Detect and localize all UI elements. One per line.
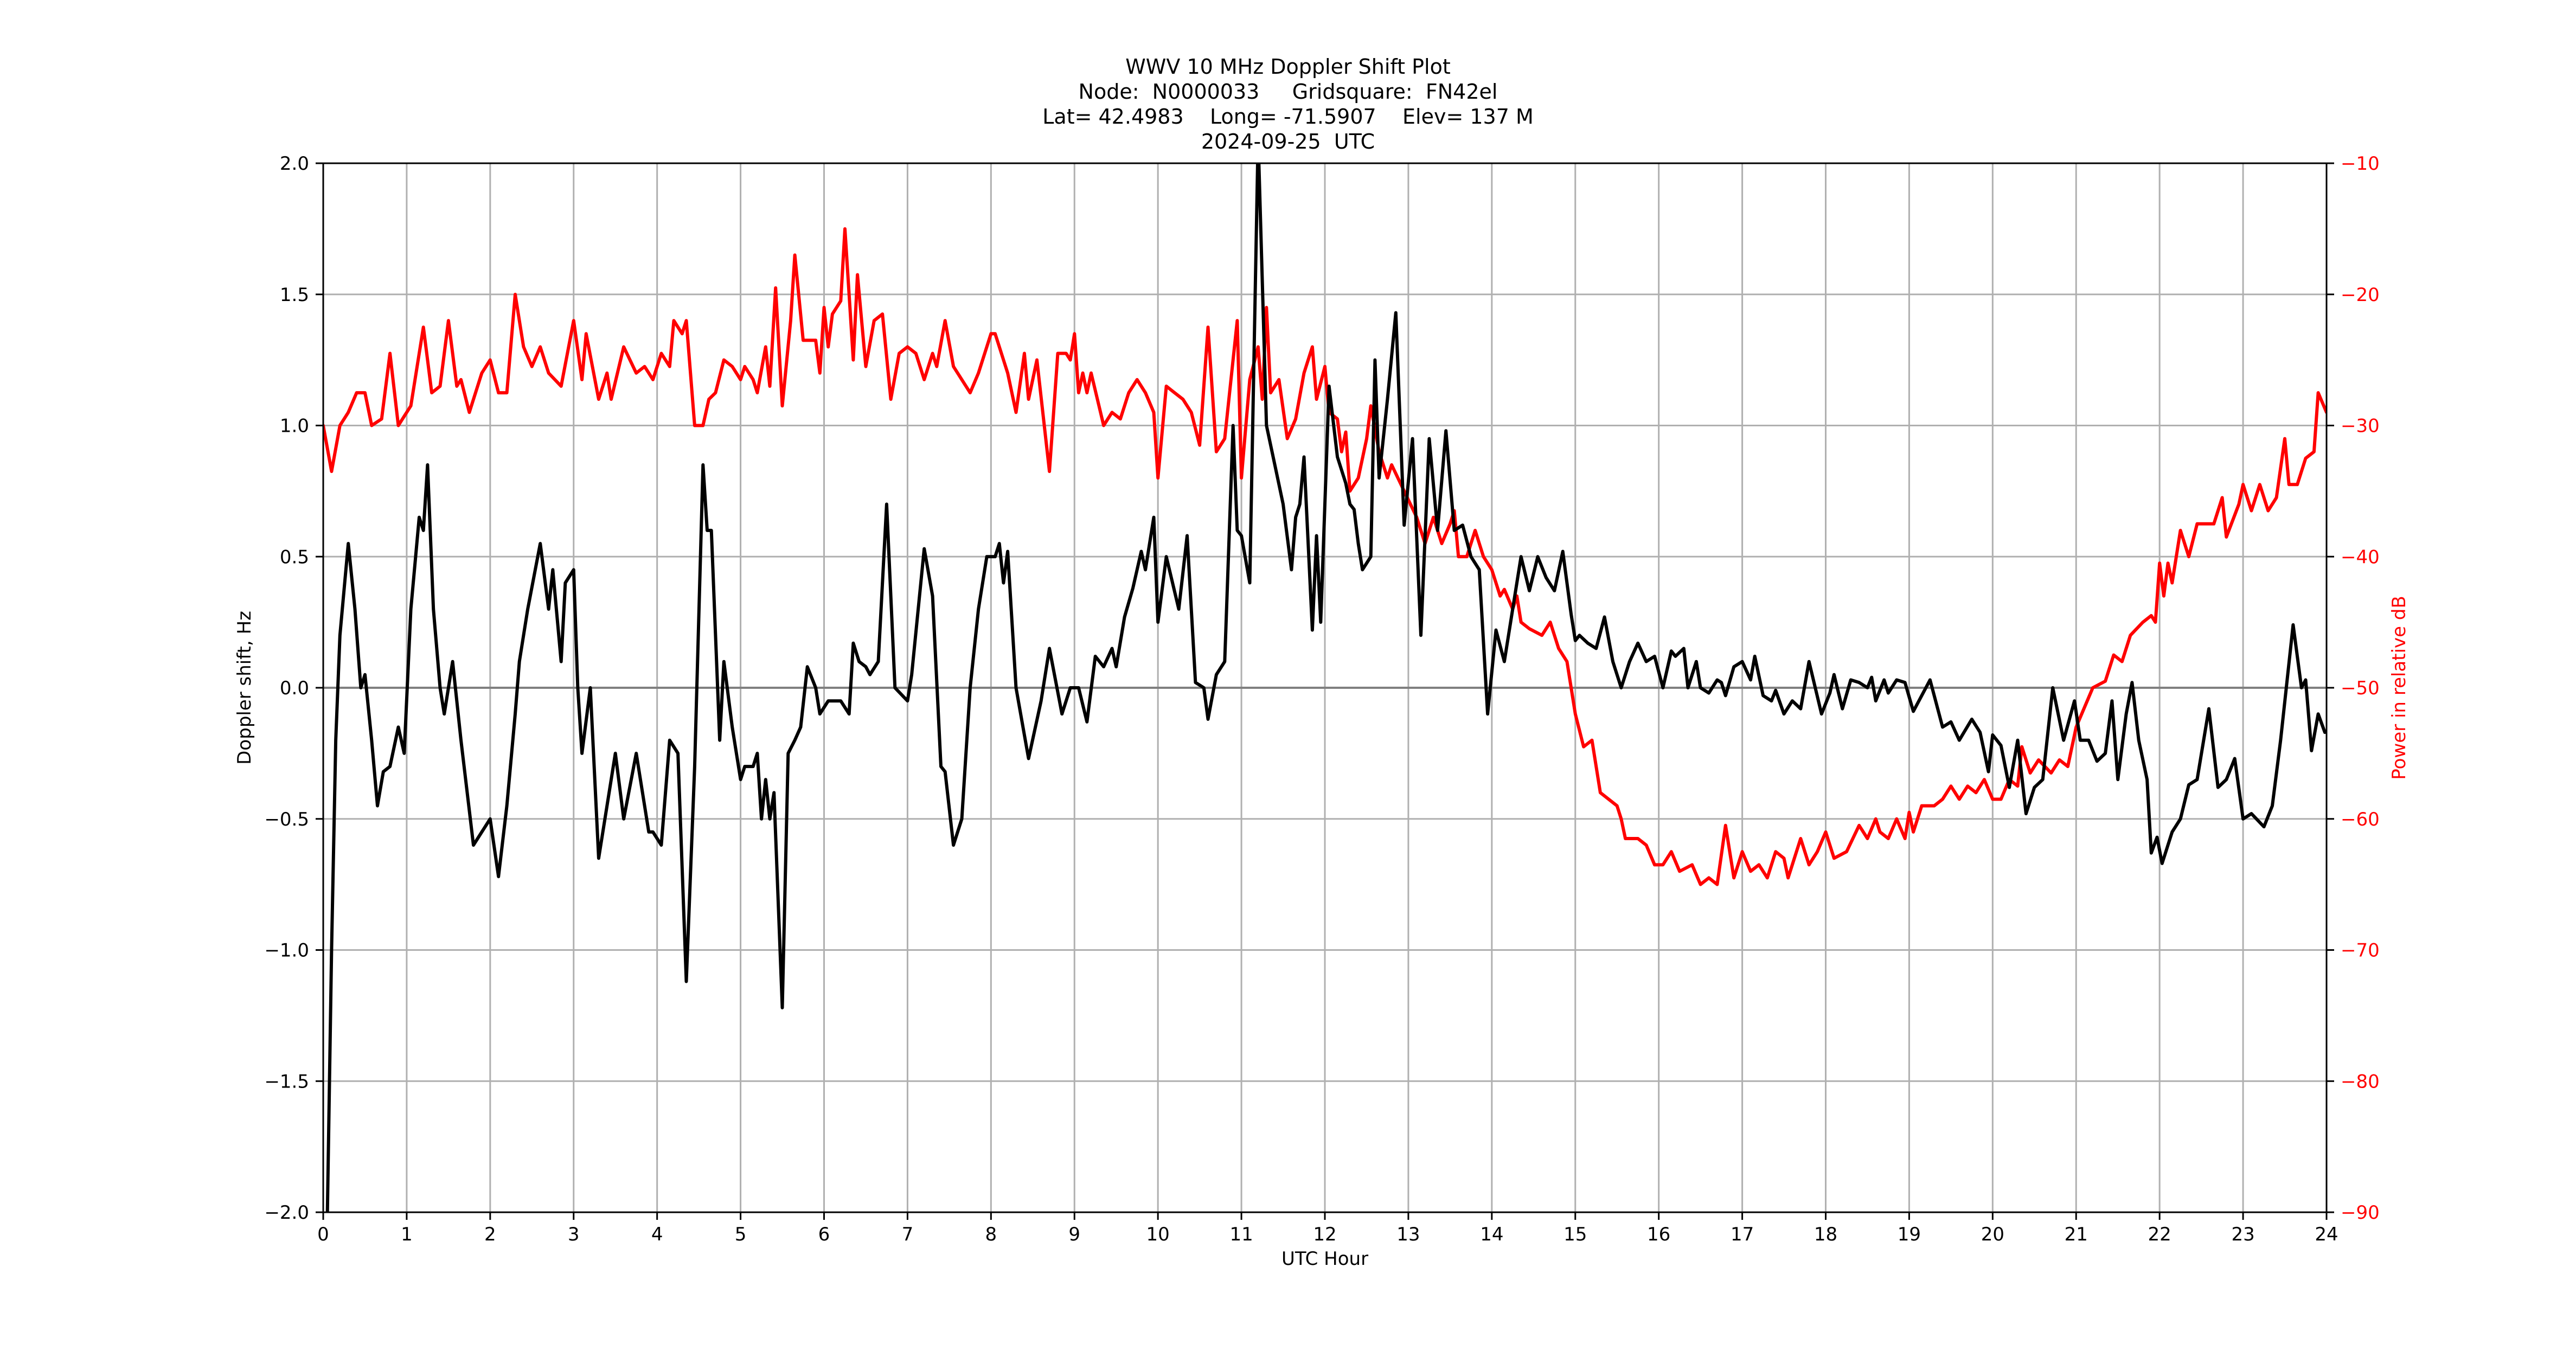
x-tick-label: 16 — [1647, 1224, 1670, 1245]
x-tick-label: 19 — [1898, 1224, 1921, 1245]
x-tick-label: 2 — [484, 1224, 496, 1245]
x-tick-label: 10 — [1146, 1224, 1170, 1245]
doppler-line — [325, 163, 2327, 1212]
y-tick-label-right: −60 — [2341, 809, 2380, 830]
x-tick-label: 1 — [401, 1224, 413, 1245]
y-tick-label-left: 0.5 — [280, 546, 309, 568]
tick-labels: 0 1 2 3 4 5 6 7 8 9 10 11 12 13 14 15 16 17 18 19 20 21 22 23 24… — [264, 153, 2379, 1245]
chart-subtitle-node: Node: N0000033 Gridsquare: FN42el — [1078, 80, 1498, 104]
x-tick-label: 0 — [317, 1224, 329, 1245]
x-tick-label: 8 — [985, 1224, 997, 1245]
y-tick-label-left: 1.5 — [280, 284, 309, 306]
x-axis-label: UTC Hour — [1281, 1248, 1368, 1270]
x-tick-label: 23 — [2231, 1224, 2254, 1245]
y-tick-label-right: −50 — [2341, 677, 2380, 699]
y-tick-label-left: 2.0 — [280, 153, 309, 175]
x-tick-label: 5 — [735, 1224, 747, 1245]
x-tick-label: 15 — [1563, 1224, 1587, 1245]
y-tick-label-right: −40 — [2341, 546, 2380, 568]
y-tick-label-left: 0.0 — [280, 677, 309, 699]
x-tick-label: 14 — [1480, 1224, 1503, 1245]
x-tick-label: 17 — [1731, 1224, 1754, 1245]
x-tick-label: 21 — [2065, 1224, 2088, 1245]
x-tick-label: 4 — [651, 1224, 663, 1245]
chart-title-block: WWV 10 MHz Doppler Shift Plot Node: N000… — [0, 54, 2576, 154]
plot-frame — [322, 162, 2328, 1213]
grid-lines — [323, 163, 2327, 1212]
y-tick-label-right: −80 — [2341, 1071, 2380, 1092]
y-tick-label-left: 1.0 — [280, 415, 309, 437]
y-axis-label-right: Power in relative dB — [2388, 596, 2410, 779]
y-tick-label-right: −20 — [2341, 284, 2380, 306]
x-tick-label: 22 — [2148, 1224, 2171, 1245]
x-tick-label: 20 — [1981, 1224, 2004, 1245]
axes — [316, 162, 2334, 1220]
x-tick-label: 13 — [1396, 1224, 1420, 1245]
chart-subtitle-date: 2024-09-25 UTC — [1201, 130, 1375, 153]
chart-title: WWV 10 MHz Doppler Shift Plot — [1125, 55, 1451, 79]
y-tick-label-right: −10 — [2341, 153, 2380, 175]
y-tick-label-right: −30 — [2341, 415, 2380, 437]
y-tick-label-left: −0.5 — [264, 809, 309, 830]
power-series-line — [323, 227, 2327, 886]
x-tick-label: 11 — [1229, 1224, 1253, 1245]
x-tick-label: 7 — [902, 1224, 914, 1245]
doppler-series-line — [325, 163, 2327, 1212]
y-tick-label-left: −1.0 — [264, 940, 309, 962]
x-tick-label: 24 — [2315, 1224, 2338, 1245]
y-axis-label-left: Doppler shift, Hz — [234, 611, 255, 765]
x-tick-label: 12 — [1313, 1224, 1336, 1245]
x-tick-label: 18 — [1814, 1224, 1837, 1245]
y-tick-label-left: −1.5 — [264, 1071, 309, 1092]
x-tick-label: 3 — [568, 1224, 580, 1245]
y-tick-label-left: −2.0 — [264, 1202, 309, 1224]
chart-subtitle-location: Lat= 42.4983 Long= -71.5907 Elev= 137 M — [1042, 105, 1534, 129]
x-tick-label: 9 — [1068, 1224, 1080, 1245]
y-tick-label-right: −90 — [2341, 1202, 2380, 1224]
y-tick-label-right: −70 — [2341, 940, 2380, 962]
power-line — [323, 227, 2327, 886]
x-tick-label: 6 — [818, 1224, 830, 1245]
